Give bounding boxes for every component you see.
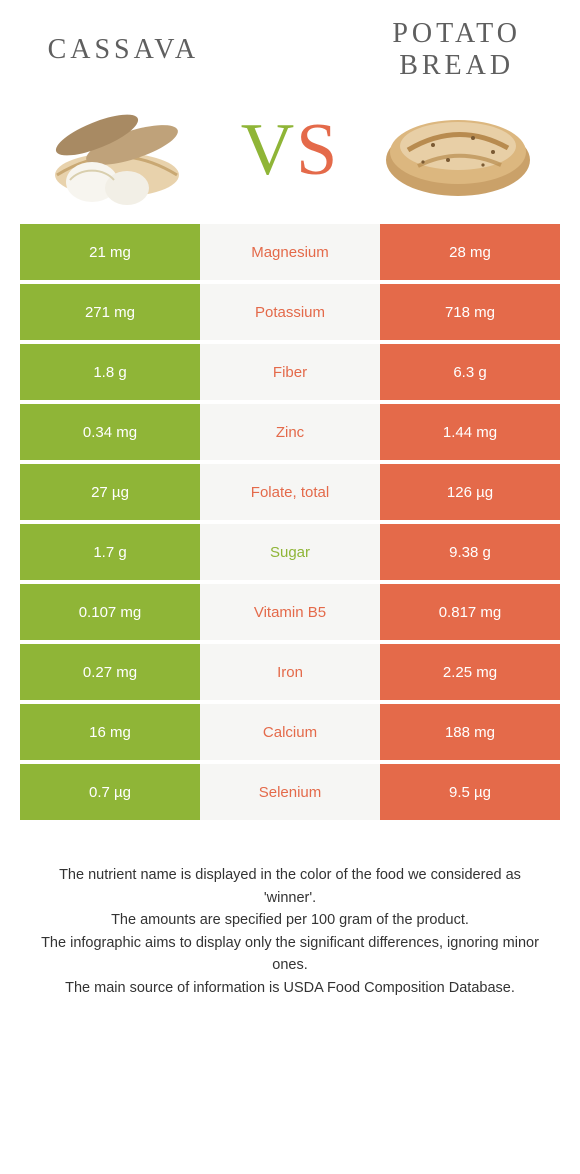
left-value: 0.107 mg — [20, 584, 200, 640]
nutrient-label: Sugar — [200, 524, 380, 580]
nutrient-label: Iron — [200, 644, 380, 700]
nutrient-row: 0.107 mgVitamin B50.817 mg — [20, 584, 560, 640]
vs-label: VS — [241, 108, 340, 193]
left-value: 1.7 g — [20, 524, 200, 580]
right-value: 1.44 mg — [380, 404, 560, 460]
right-value: 126 µg — [380, 464, 560, 520]
right-value: 0.817 mg — [380, 584, 560, 640]
right-value: 9.38 g — [380, 524, 560, 580]
left-value: 0.27 mg — [20, 644, 200, 700]
right-value: 2.25 mg — [380, 644, 560, 700]
left-value: 16 mg — [20, 704, 200, 760]
left-food-title: Cassava — [23, 34, 223, 66]
nutrient-label: Vitamin B5 — [200, 584, 380, 640]
footer-notes: The nutrient name is displayed in the co… — [0, 824, 580, 999]
nutrient-row: 27 µgFolate, total126 µg — [20, 464, 560, 520]
nutrient-row: 0.27 mgIron2.25 mg — [20, 644, 560, 700]
footer-line: The amounts are specified per 100 gram o… — [32, 909, 548, 931]
nutrient-label: Zinc — [200, 404, 380, 460]
potato-bread-illustration — [373, 90, 543, 210]
nutrient-label: Potassium — [200, 284, 380, 340]
nutrient-comparison-table: 21 mgMagnesium28 mg271 mgPotassium718 mg… — [0, 224, 580, 824]
left-value: 0.7 µg — [20, 764, 200, 820]
left-value: 21 mg — [20, 224, 200, 280]
right-value: 188 mg — [380, 704, 560, 760]
nutrient-row: 21 mgMagnesium28 mg — [20, 224, 560, 280]
nutrient-row: 0.7 µgSelenium9.5 µg — [20, 764, 560, 820]
left-value: 271 mg — [20, 284, 200, 340]
nutrient-label: Fiber — [200, 344, 380, 400]
nutrient-row: 1.7 gSugar9.38 g — [20, 524, 560, 580]
left-value: 27 µg — [20, 464, 200, 520]
footer-line: The infographic aims to display only the… — [32, 932, 548, 977]
right-food-title: Potato bread — [357, 18, 557, 82]
nutrient-label: Calcium — [200, 704, 380, 760]
left-value: 0.34 mg — [20, 404, 200, 460]
right-value: 6.3 g — [380, 344, 560, 400]
left-value: 1.8 g — [20, 344, 200, 400]
right-value: 28 mg — [380, 224, 560, 280]
footer-line: The nutrient name is displayed in the co… — [32, 864, 548, 909]
nutrient-row: 1.8 gFiber6.3 g — [20, 344, 560, 400]
right-value: 9.5 µg — [380, 764, 560, 820]
nutrient-row: 271 mgPotassium718 mg — [20, 284, 560, 340]
right-value: 718 mg — [380, 284, 560, 340]
nutrient-row: 16 mgCalcium188 mg — [20, 704, 560, 760]
nutrient-label: Magnesium — [200, 224, 380, 280]
cassava-illustration — [37, 90, 207, 210]
nutrient-label: Folate, total — [200, 464, 380, 520]
nutrient-row: 0.34 mgZinc1.44 mg — [20, 404, 560, 460]
nutrient-label: Selenium — [200, 764, 380, 820]
footer-line: The main source of information is USDA F… — [32, 977, 548, 999]
